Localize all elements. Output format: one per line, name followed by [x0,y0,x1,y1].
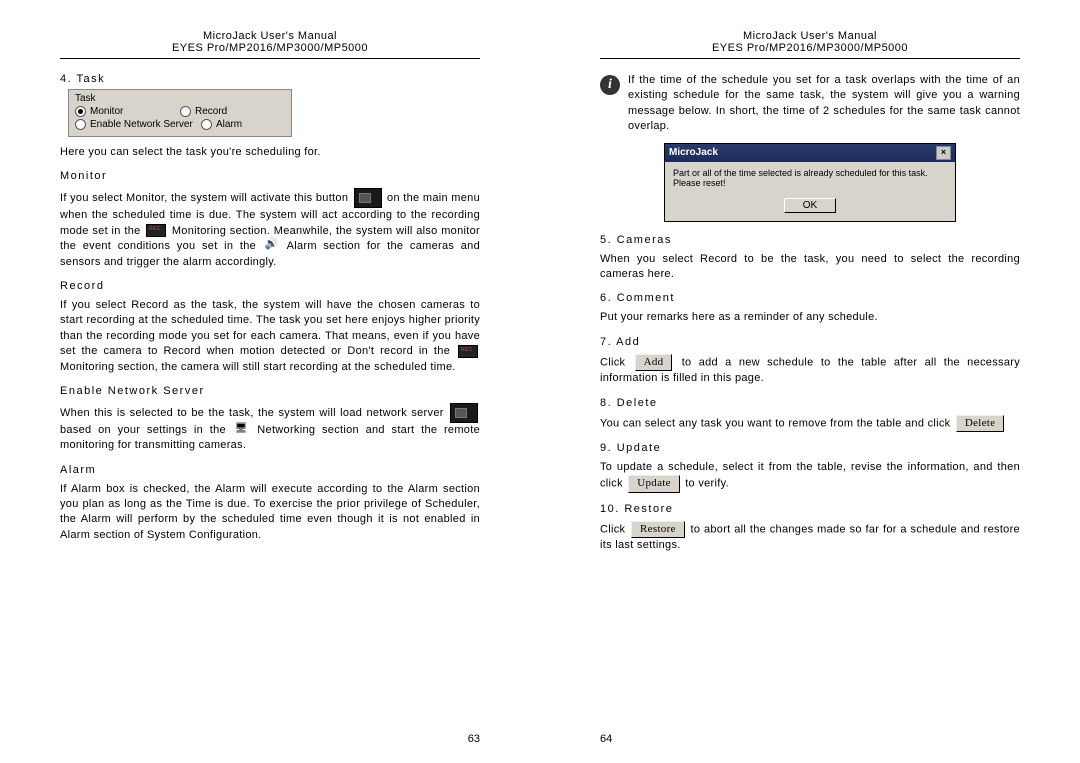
section-8-title: 8. Delete [600,397,1020,409]
task-intro-text: Here you can select the task you're sche… [60,145,480,160]
header-rule [60,58,480,59]
info-text: If the time of the schedule you set for … [628,73,1020,135]
section-10-title: 10. Restore [600,503,1020,515]
record-heading: Record [60,280,480,292]
networking-section-icon [235,424,249,436]
monitoring-section-icon [146,224,166,237]
alarm-section-icon [265,240,279,252]
page-number-left: 63 [0,733,540,745]
alarm-paragraph: If Alarm box is checked, the Alarm will … [60,482,480,544]
task-option-record[interactable]: Record [180,106,285,117]
dialog-body-text: Part or all of the time selected is alre… [665,162,955,194]
monitor-heading: Monitor [60,170,480,182]
s9-p2: to verify. [685,478,729,490]
page-left: MicroJack User's Manual EYES Pro/MP2016/… [0,0,540,763]
net-p1: When this is selected to be the task, th… [60,407,448,419]
radio-monitor-icon [75,106,86,117]
header-left: MicroJack User's Manual EYES Pro/MP2016/… [60,30,480,54]
header-r-line1: MicroJack User's Manual [600,30,1020,42]
monitor-button-icon [354,188,382,208]
alarm-heading: Alarm [60,464,480,476]
info-note: i If the time of the schedule you set fo… [600,73,1020,135]
task-opt-alarm-label: Alarm [216,119,242,130]
network-server-icon [450,403,478,423]
radio-network-icon [75,119,86,130]
radio-record-icon [180,106,191,117]
header-line1: MicroJack User's Manual [60,30,480,42]
section-5-title: 5. Cameras [600,234,1020,246]
task-option-network[interactable]: Enable Network Server [75,119,201,130]
monitor-paragraph: If you select Monitor, the system will a… [60,188,480,270]
warning-dialog: MicroJack × Part or all of the time sele… [664,143,956,222]
dialog-close-icon[interactable]: × [936,146,951,160]
page-right: MicroJack User's Manual EYES Pro/MP2016/… [540,0,1080,763]
record-paragraph: If you select Record as the task, the sy… [60,298,480,375]
task-opt-monitor-label: Monitor [90,106,123,117]
task-box-title: Task [75,93,285,104]
header-rule-r [600,58,1020,59]
task-opt-record-label: Record [195,106,227,117]
update-button[interactable]: Update [628,475,680,492]
section-10-text: Click Restore to abort all the changes m… [600,521,1020,554]
monitor-p1a: If you select Monitor, the system will a… [60,192,352,204]
info-icon: i [600,75,620,95]
section-4-title: 4. Task [60,73,480,85]
section-6-text: Put your remarks here as a reminder of a… [600,310,1020,325]
section-7-title: 7. Add [600,336,1020,348]
s7-p1: Click [600,356,633,368]
header-r-line2: EYES Pro/MP2016/MP3000/MP5000 [600,42,1020,54]
page-number-right: 64 [540,733,1080,745]
dialog-titlebar: MicroJack × [665,144,955,162]
dialog-ok-button[interactable]: OK [784,198,836,213]
record-monitoring-icon [458,345,478,358]
section-5-text: When you select Record to be the task, y… [600,252,1020,283]
section-9-text: To update a schedule, select it from the… [600,460,1020,493]
section-6-title: 6. Comment [600,292,1020,304]
s10-p1: Click [600,523,629,535]
header-right: MicroJack User's Manual EYES Pro/MP2016/… [600,30,1020,54]
restore-button[interactable]: Restore [631,521,685,538]
task-selection-box: Task Monitor Record Enable Network Serve… [68,89,292,137]
delete-button[interactable]: Delete [956,415,1005,432]
task-opt-network-label: Enable Network Server [90,119,193,130]
task-option-alarm[interactable]: Alarm [201,119,285,130]
s8-p1: You can select any task you want to remo… [600,417,954,429]
net-p2: based on your settings in the [60,424,233,436]
network-heading: Enable Network Server [60,385,480,397]
section-9-title: 9. Update [600,442,1020,454]
add-button[interactable]: Add [635,354,673,371]
dialog-title-text: MicroJack [669,147,718,158]
header-line2: EYES Pro/MP2016/MP3000/MP5000 [60,42,480,54]
record-p2: Monitoring section, the camera will stil… [60,361,456,373]
network-paragraph: When this is selected to be the task, th… [60,403,480,454]
record-p: If you select Record as the task, the sy… [60,299,480,357]
section-7-text: Click Add to add a new schedule to the t… [600,354,1020,387]
section-8-text: You can select any task you want to remo… [600,415,1020,432]
task-option-monitor[interactable]: Monitor [75,106,180,117]
radio-alarm-icon [201,119,212,130]
